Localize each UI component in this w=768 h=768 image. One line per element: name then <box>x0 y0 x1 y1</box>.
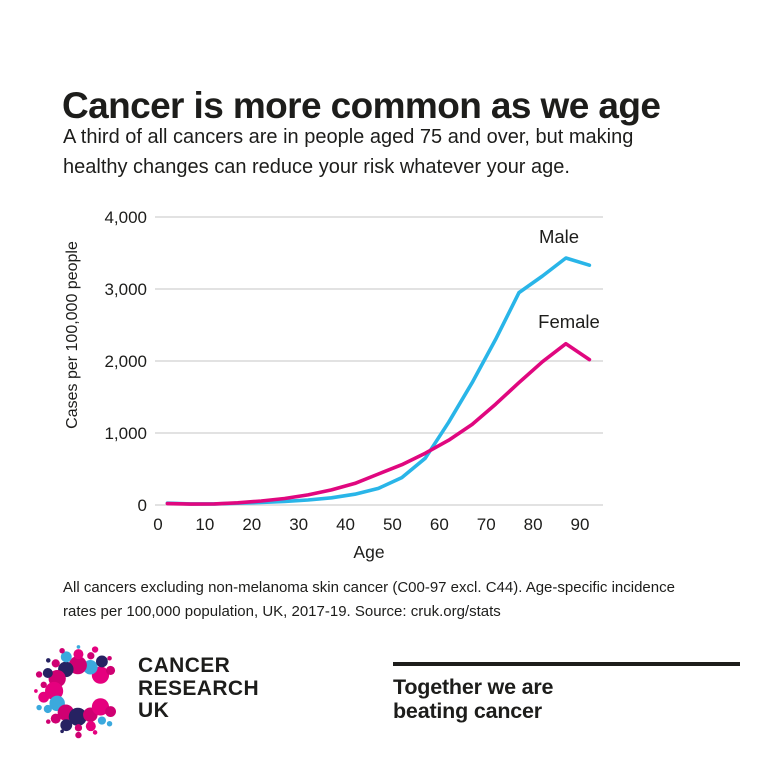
source-footnote: All cancers excluding non-melanoma skin … <box>63 576 675 624</box>
logo-dot <box>60 651 72 663</box>
logo-dot <box>92 730 98 735</box>
logo-dot <box>106 721 113 727</box>
logo-text-line-1: CANCER <box>138 654 231 677</box>
logo-dot <box>85 721 96 732</box>
logo-dot <box>73 649 84 660</box>
series-line-female <box>165 341 592 506</box>
logo-dot <box>91 646 99 653</box>
logo-dot <box>107 656 112 661</box>
x-tick-label-10: 10 <box>195 515 214 534</box>
logo-dot <box>51 659 60 668</box>
series-line-male <box>165 256 592 506</box>
y-tick-label-4000: 4,000 <box>104 208 147 227</box>
logo-text-line-2: RESEARCH <box>138 676 260 700</box>
logo-dot <box>97 716 106 725</box>
x-tick-label-90: 90 <box>571 515 590 534</box>
tagline: Together we are beating cancer <box>393 675 554 723</box>
logo-dot <box>91 698 110 716</box>
page-title: Cancer is more common as we age <box>62 84 661 126</box>
footnote-line-1: All cancers excluding non-melanoma skin … <box>63 579 675 596</box>
logo-dot <box>74 724 83 732</box>
logo-dot <box>76 645 81 649</box>
y-tick-label-2000: 2,000 <box>104 352 147 371</box>
x-axis-title: Age <box>353 542 384 562</box>
logo-dot <box>60 729 64 734</box>
chart-svg: 0 1,000 2,000 3,000 4,000 0 10 20 30 40 50 60 70 80 90… <box>64 208 603 562</box>
logo-dot <box>68 707 87 726</box>
subtitle-line-2: healthy changes can reduce your risk wha… <box>63 156 570 178</box>
incidence-by-age-chart: 0 1,000 2,000 3,000 4,000 0 10 20 30 40 50 60 70 80 90… <box>0 195 768 570</box>
y-tick-label-1000: 1,000 <box>104 424 147 443</box>
logo-dot <box>35 671 43 678</box>
x-tick-label-30: 30 <box>289 515 308 534</box>
logo-dot <box>45 681 64 701</box>
y-tick-label-3000: 3,000 <box>104 280 147 299</box>
series-label-female: Female <box>538 311 600 332</box>
logo-dot <box>42 668 53 678</box>
y-tick-label-0: 0 <box>138 496 147 515</box>
logo-dot <box>106 665 116 675</box>
x-tick-label-20: 20 <box>242 515 261 534</box>
cruk-logo-text: CANCER RESEARCH UK <box>138 654 260 723</box>
logo-dot <box>75 731 82 739</box>
footnote-line-2: rates per 100,000 population, UK, 2017-1… <box>63 603 501 620</box>
tagline-divider <box>393 662 740 666</box>
logo-dot <box>96 655 108 668</box>
logo-dot <box>105 706 116 717</box>
logo-dot <box>38 691 50 703</box>
x-tick-label-70: 70 <box>477 515 496 534</box>
logo-dot <box>59 648 65 654</box>
logo-dot <box>40 681 47 688</box>
tagline-line-1: Together we are <box>393 675 554 699</box>
logo-dot <box>50 713 61 724</box>
x-tick-label-40: 40 <box>336 515 355 534</box>
subtitle-line-1: A third of all cancers are in people age… <box>63 126 634 148</box>
logo-dot <box>36 704 42 711</box>
x-tick-label-60: 60 <box>430 515 449 534</box>
x-tick-label-80: 80 <box>524 515 543 534</box>
x-tick-label-0: 0 <box>153 515 162 534</box>
logo-dot <box>43 704 52 714</box>
logo-dot <box>46 719 51 724</box>
cruk-dotted-c-logo-icon <box>34 645 116 739</box>
y-axis-title: Cases per 100,000 people <box>64 241 81 429</box>
logo-dot <box>46 658 51 663</box>
series-label-male: Male <box>539 226 579 247</box>
subtitle: A third of all cancers are in people age… <box>63 122 633 182</box>
logo-dot <box>60 719 73 732</box>
logo-text-line-3: UK <box>138 699 170 722</box>
x-tick-label-50: 50 <box>383 515 402 534</box>
logo-dot <box>87 652 95 660</box>
tagline-line-2: beating cancer <box>393 698 542 723</box>
logo-dot <box>34 689 38 693</box>
